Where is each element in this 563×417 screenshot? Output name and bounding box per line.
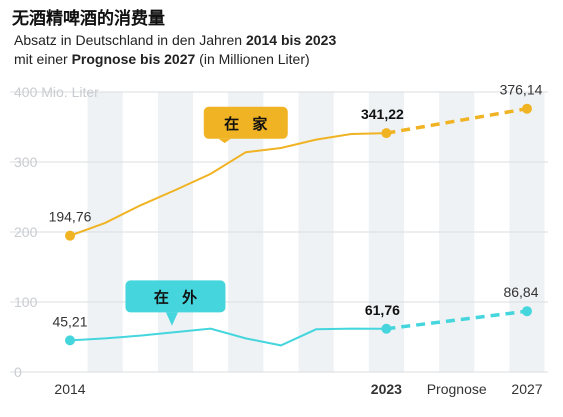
data-point-marker [381, 323, 392, 334]
y-tick-label: 100 [14, 294, 38, 310]
legend-callout-pointer [165, 312, 178, 326]
series-line-home [69, 132, 387, 237]
subtitle-line2-suffix: (in Millionen Liter) [195, 51, 310, 67]
legend-callout-label: 在 家 [224, 115, 271, 133]
subtitle-line2-text: mit einer [14, 51, 72, 67]
data-value-label: 376,14 [500, 82, 543, 98]
data-value-label: 194,76 [49, 209, 92, 225]
data-point-marker [522, 306, 532, 317]
data-value-label: 341,22 [361, 106, 404, 122]
chart-subtitle: Absatz in Deutschland in den Jahren 2014… [14, 31, 336, 69]
data-value-label: 61,76 [365, 302, 400, 318]
data-point-marker [522, 103, 532, 114]
x-tick-label: Prognose [427, 381, 487, 397]
y-tick-label: 0 [14, 364, 22, 380]
legend-callout-pointer [218, 138, 231, 144]
legend-callout-box [203, 106, 288, 139]
y-tick-label: 300 [14, 154, 38, 170]
data-value-label: 45,21 [52, 313, 87, 329]
data-point-marker [65, 230, 75, 241]
legend-callout-box [125, 280, 226, 313]
legend-callout-label: 在 外 [154, 288, 201, 306]
subtitle-line1-bold: 2014 bis 2023 [245, 32, 337, 48]
series-forecast-line-outside [386, 309, 528, 331]
data-point-marker [65, 335, 75, 346]
x-tick-label: 2023 [371, 381, 402, 397]
y-tick-label: 200 [14, 224, 38, 240]
x-tick-label: 2014 [54, 381, 85, 397]
series-forecast-line-home [386, 106, 528, 135]
y-tick-label: 400 Mio. Liter [14, 84, 99, 100]
subtitle-line1-text: Absatz in Deutschland in den Jahren [14, 32, 246, 48]
x-tick-label: 2027 [511, 381, 542, 397]
series-line-outside [69, 327, 387, 347]
data-value-label: 86,84 [503, 284, 538, 300]
subtitle-line2-bold: Prognose bis 2027 [71, 51, 196, 67]
chart-title: 无酒精啤酒的消费量 [12, 9, 165, 29]
data-point-marker [381, 128, 392, 139]
